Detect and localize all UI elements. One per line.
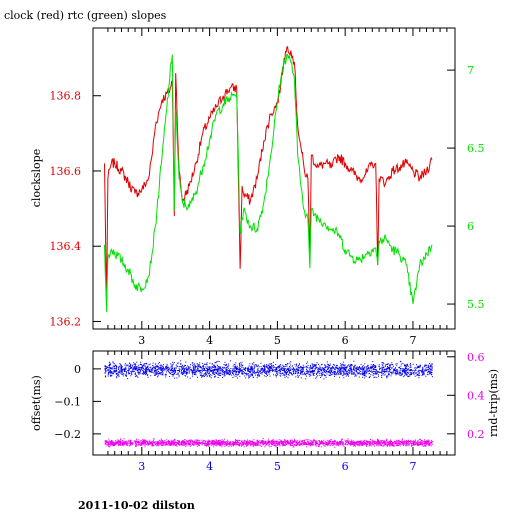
rnd-trip-scatter-points bbox=[104, 438, 433, 448]
y2-tick-label: 0.4 bbox=[467, 389, 485, 402]
slope-x-axis: 3 4 5 6 7 bbox=[107, 28, 448, 347]
offset-series bbox=[104, 360, 433, 448]
clock-series-line bbox=[104, 45, 433, 307]
slope-right-axis: 5.5 6 6.5 7 bbox=[447, 64, 485, 311]
offset-panel-frame bbox=[92, 350, 456, 456]
y-tick-label: 136.2 bbox=[50, 315, 82, 328]
offset-panel: 3 4 5 6 7 0 −0.1 −0.2 0.2 0.4 0.6 offset(ms) rnd… bbox=[30, 350, 500, 473]
offset-x-axis: 3 4 5 6 7 bbox=[107, 351, 448, 473]
x-tick-label: 5 bbox=[274, 460, 281, 473]
offset-y-axis-label: offset(ms) bbox=[30, 375, 43, 431]
offset-left-axis: 0 −0.1 −0.2 bbox=[54, 363, 101, 441]
x-tick-label: 6 bbox=[342, 334, 349, 347]
x-tick-label: 4 bbox=[206, 460, 213, 473]
x-tick-label: 7 bbox=[409, 334, 416, 347]
slope-panel: 3 4 5 6 7 136.2 136.4 136.6 136.8 5.5 6 6.5 7 cloc… bbox=[30, 27, 485, 347]
slope-series bbox=[104, 45, 433, 312]
y2-tick-label: 7 bbox=[467, 64, 474, 77]
y-tick-label: 136.6 bbox=[50, 165, 82, 178]
slope-y-axis-label: clockslope bbox=[30, 149, 43, 207]
footer-caption: 2011-10-02 dilston bbox=[78, 499, 195, 512]
y2-tick-label: 6.5 bbox=[467, 142, 485, 155]
y2-tick-label: 6 bbox=[467, 220, 474, 233]
x-tick-label: 7 bbox=[409, 460, 416, 473]
x-tick-label: 4 bbox=[206, 334, 213, 347]
figure-title: clock (red) rtc (green) slopes bbox=[4, 9, 167, 22]
y-tick-label: 136.8 bbox=[50, 90, 82, 103]
rnd-trip-y-axis-label: rnd-trip(ms) bbox=[487, 369, 500, 437]
y-tick-label: −0.1 bbox=[54, 395, 81, 408]
slope-panel-frame bbox=[92, 27, 456, 330]
x-tick-label: 6 bbox=[342, 460, 349, 473]
offset-scatter-points bbox=[104, 360, 433, 380]
y-tick-label: −0.2 bbox=[54, 428, 81, 441]
y-tick-label: 0 bbox=[74, 363, 81, 376]
y2-tick-label: 0.2 bbox=[467, 428, 485, 441]
rtc-series-line bbox=[104, 53, 433, 312]
slope-left-axis: 136.2 136.4 136.6 136.8 bbox=[50, 90, 101, 328]
y2-tick-label: 0.6 bbox=[467, 351, 485, 364]
y2-tick-label: 5.5 bbox=[467, 298, 485, 311]
x-tick-label: 3 bbox=[138, 460, 145, 473]
y-tick-label: 136.4 bbox=[50, 240, 82, 253]
x-tick-label: 3 bbox=[138, 334, 145, 347]
offset-right-axis: 0.2 0.4 0.6 bbox=[447, 351, 485, 441]
x-tick-label: 5 bbox=[274, 334, 281, 347]
